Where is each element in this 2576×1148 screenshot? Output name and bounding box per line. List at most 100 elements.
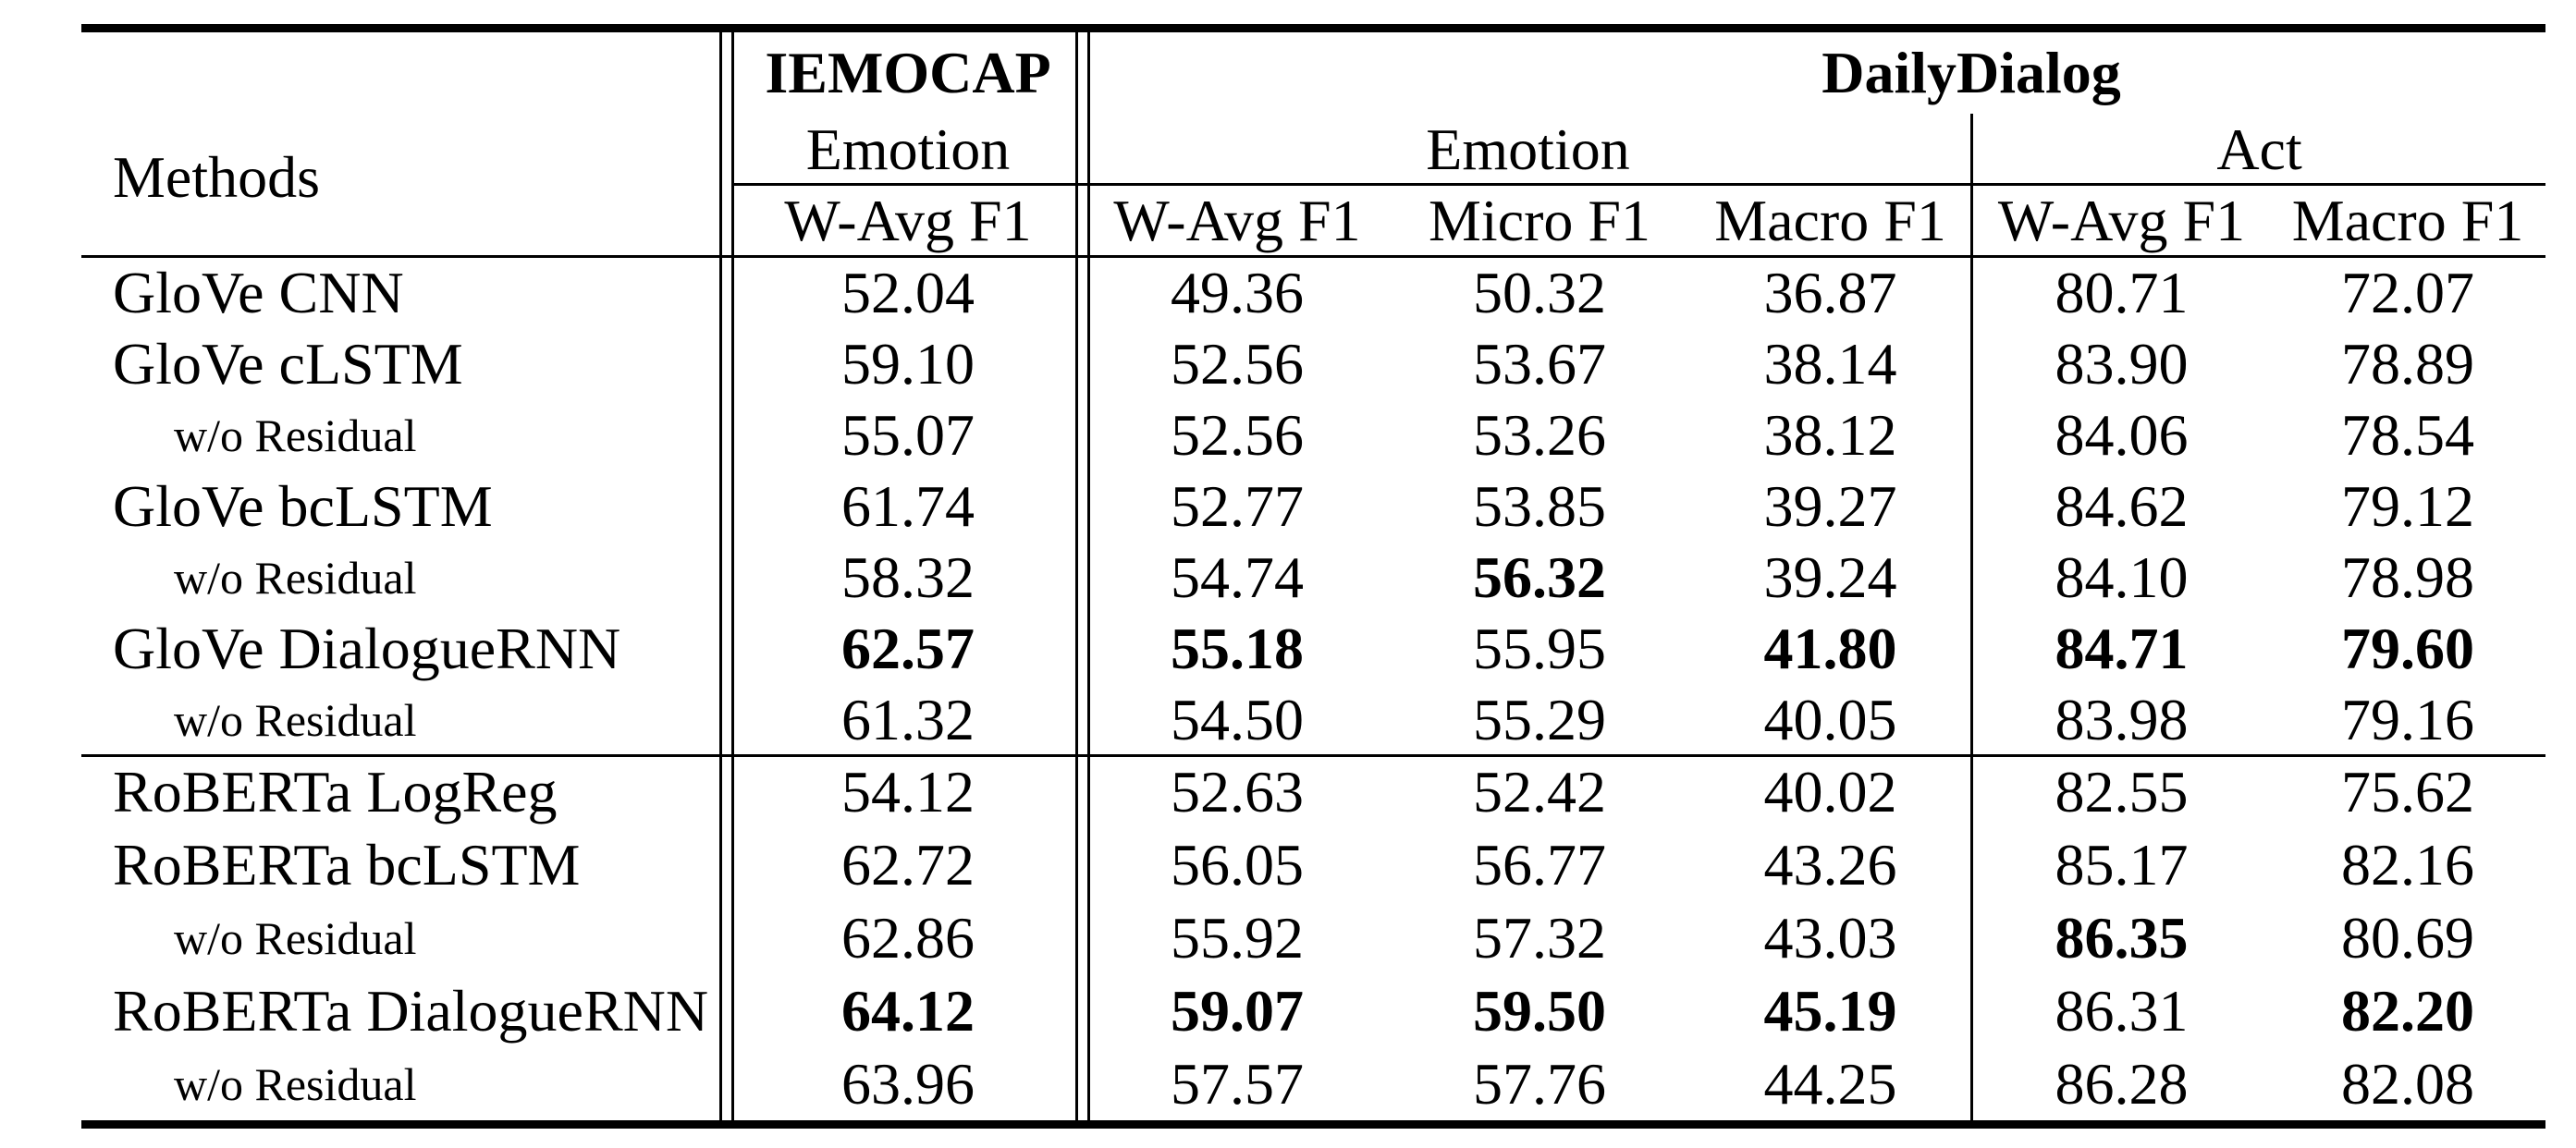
value-cell: 57.57 [1171, 1050, 1304, 1117]
value-cell: 62.72 [841, 831, 975, 898]
value-cell: 62.57 [841, 615, 975, 681]
table-row-glove-dialoguernn-wo-residual: w/o Residual 61.32 54.50 55.29 40.05 83.… [81, 684, 2545, 755]
method-label: w/o Residual [174, 911, 417, 964]
value-cell: 39.27 [1763, 472, 1897, 539]
method-label: GloVe bcLSTM [113, 472, 493, 539]
value-cell: 79.12 [2341, 472, 2475, 539]
value-cell: 54.12 [841, 758, 975, 824]
table-row-glove-clstm-wo-residual: w/o Residual 55.07 52.56 53.26 38.12 84.… [81, 399, 2545, 470]
value-cell: 84.71 [2055, 615, 2189, 681]
header-row-metrics: W-Avg F1 W-Avg F1 Micro F1 Macro F1 W-Av… [81, 185, 2545, 257]
value-cell: 53.85 [1473, 472, 1606, 539]
value-cell: 79.60 [2341, 615, 2475, 681]
value-cell: 52.04 [841, 259, 975, 325]
methods-column-header: Methods [113, 143, 320, 210]
value-cell: 57.32 [1473, 904, 1606, 971]
header-row-tasks: Emotion Emotion Act [81, 114, 2545, 185]
value-cell: 85.17 [2055, 831, 2189, 898]
table-row-glove-clstm: GloVe cLSTM 59.10 52.56 53.67 38.14 83.9… [81, 328, 2545, 399]
value-cell: 53.67 [1473, 330, 1606, 397]
value-cell: 80.71 [2055, 259, 2189, 325]
value-cell: 52.56 [1171, 330, 1304, 397]
value-cell: 84.06 [2055, 401, 2189, 468]
method-label: w/o Residual [174, 1057, 417, 1110]
value-cell: 72.07 [2341, 259, 2475, 325]
value-cell: 86.28 [2055, 1050, 2189, 1117]
method-label: GloVe DialogueRNN [113, 615, 621, 681]
value-cell: 52.77 [1171, 472, 1304, 539]
header-rule [81, 255, 2545, 258]
value-cell: 59.10 [841, 330, 975, 397]
value-cell: 52.63 [1171, 758, 1304, 824]
value-cell: 43.26 [1763, 831, 1897, 898]
double-vline-methods-iemocap-right [731, 32, 734, 1120]
metric-header-dd-emotion-wavg-f1: W-Avg F1 [1113, 188, 1361, 253]
double-vline-iemocap-dailydialog-left [1075, 32, 1078, 1120]
value-cell: 78.89 [2341, 330, 2475, 397]
value-cell: 38.14 [1763, 330, 1897, 397]
method-label: w/o Residual [174, 693, 417, 746]
value-cell: 84.10 [2055, 543, 2189, 610]
method-label: w/o Residual [174, 551, 417, 604]
double-vline-iemocap-dailydialog-right [1087, 32, 1090, 1120]
iemocap-task-header: Emotion [805, 116, 1011, 182]
value-cell: 52.42 [1473, 758, 1606, 824]
metric-header-iemocap-wavg-f1: W-Avg F1 [784, 188, 1032, 253]
value-cell: 59.07 [1171, 977, 1304, 1044]
value-cell: 86.31 [2055, 977, 2189, 1044]
value-cell: 59.50 [1473, 977, 1606, 1044]
value-cell: 50.32 [1473, 259, 1606, 325]
value-cell: 55.07 [841, 401, 975, 468]
value-cell: 64.12 [841, 977, 975, 1044]
table-row-roberta-bclstm: RoBERTa bcLSTM 62.72 56.05 56.77 43.26 8… [81, 828, 2545, 901]
value-cell: 78.98 [2341, 543, 2475, 610]
header-row-datasets: Methods IEMOCAP DailyDialog [81, 32, 2545, 207]
value-cell: 82.08 [2341, 1050, 2475, 1117]
value-cell: 82.20 [2341, 977, 2475, 1044]
method-label: RoBERTa DialogueRNN [113, 977, 709, 1044]
dailydialog-act-task-header: Act [2216, 116, 2302, 182]
dailydialog-dataset-header: DailyDialog [1822, 40, 2121, 105]
metric-header-dd-act-macro-f1: Macro F1 [2291, 188, 2524, 253]
method-label: RoBERTa LogReg [113, 758, 558, 824]
table-row-glove-bclstm-wo-residual: w/o Residual 58.32 54.74 56.32 39.24 84.… [81, 542, 2545, 613]
metric-header-dd-emotion-micro-f1: Micro F1 [1429, 188, 1650, 253]
top-rule [81, 24, 2545, 32]
value-cell: 58.32 [841, 543, 975, 610]
value-cell: 40.05 [1763, 686, 1897, 752]
value-cell: 55.29 [1473, 686, 1606, 752]
metric-header-dd-act-wavg-f1: W-Avg F1 [1997, 188, 2246, 253]
value-cell: 44.25 [1763, 1050, 1897, 1117]
value-cell: 83.98 [2055, 686, 2189, 752]
table-row-glove-dialoguernn: GloVe DialogueRNN 62.57 55.18 55.95 41.8… [81, 613, 2545, 684]
value-cell: 82.55 [2055, 758, 2189, 824]
value-cell: 57.76 [1473, 1050, 1606, 1117]
value-cell: 56.32 [1473, 543, 1606, 610]
value-cell: 54.74 [1171, 543, 1304, 610]
value-cell: 80.69 [2341, 904, 2475, 971]
value-cell: 79.16 [2341, 686, 2475, 752]
value-cell: 36.87 [1763, 259, 1897, 325]
value-cell: 54.50 [1171, 686, 1304, 752]
table-row-roberta-dialoguernn-wo-residual: w/o Residual 63.96 57.57 57.76 44.25 86.… [81, 1047, 2545, 1120]
value-cell: 78.54 [2341, 401, 2475, 468]
value-cell: 56.05 [1171, 831, 1304, 898]
vline-emotion-act-divider [1970, 114, 1973, 1120]
section-divider-rule [81, 754, 2545, 757]
table-row-roberta-bclstm-wo-residual: w/o Residual 62.86 55.92 57.32 43.03 86.… [81, 901, 2545, 974]
value-cell: 61.74 [841, 472, 975, 539]
value-cell: 56.77 [1473, 831, 1606, 898]
value-cell: 62.86 [841, 904, 975, 971]
value-cell: 75.62 [2341, 758, 2475, 824]
value-cell: 84.62 [2055, 472, 2189, 539]
value-cell: 52.56 [1171, 401, 1304, 468]
value-cell: 82.16 [2341, 831, 2475, 898]
method-label: GloVe cLSTM [113, 330, 463, 397]
value-cell: 38.12 [1763, 401, 1897, 468]
table-row-roberta-dialoguernn: RoBERTa DialogueRNN 64.12 59.07 59.50 45… [81, 974, 2545, 1047]
value-cell: 55.92 [1171, 904, 1304, 971]
results-table: Methods IEMOCAP DailyDialog Emotion Emot… [81, 32, 2545, 1120]
bottom-rule [81, 1120, 2545, 1129]
subheader-rule [733, 183, 2545, 186]
value-cell: 86.35 [2055, 904, 2189, 971]
